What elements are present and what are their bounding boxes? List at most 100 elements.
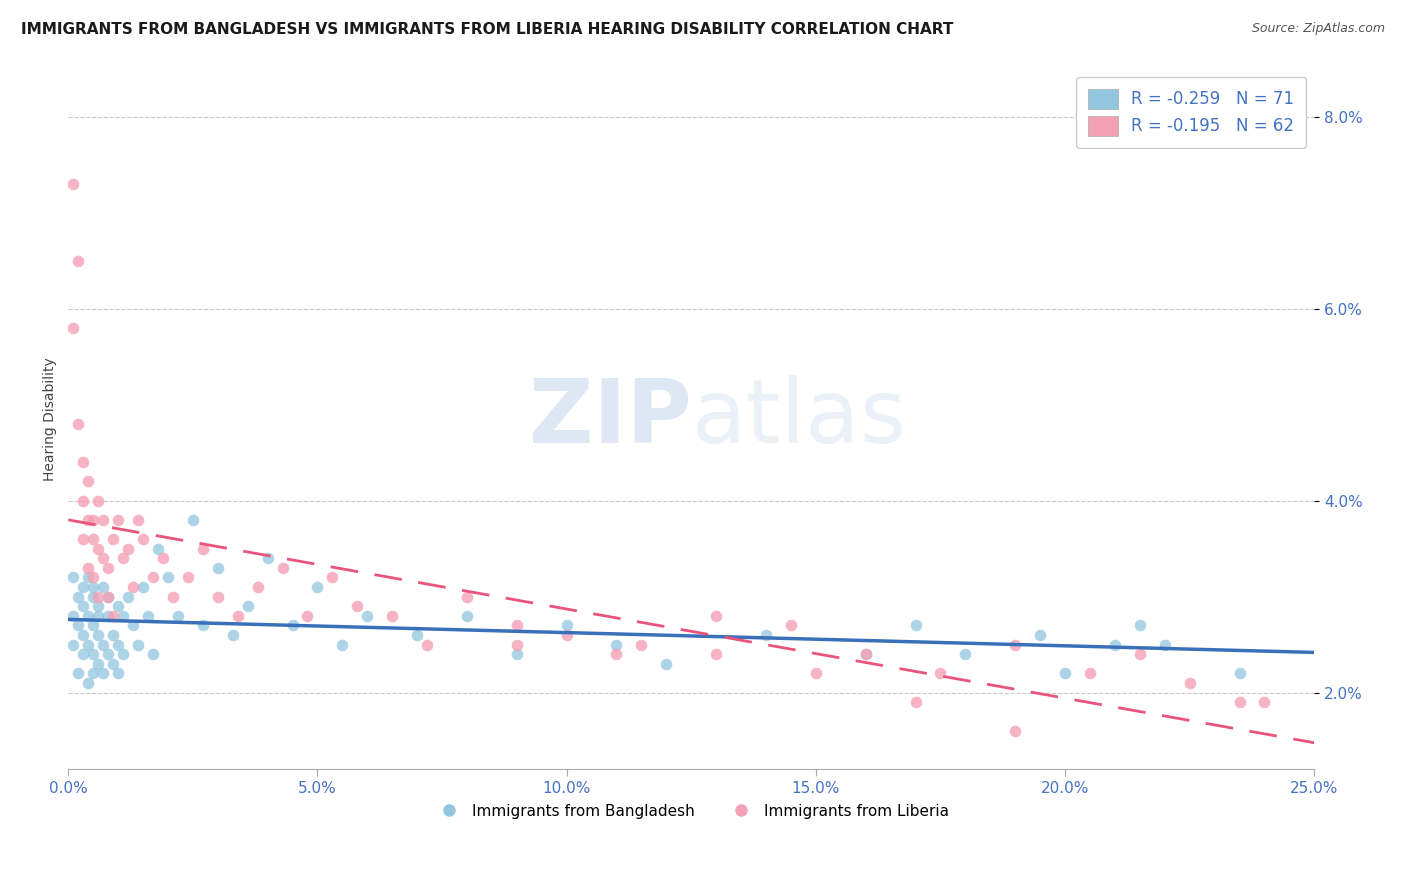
Point (122, 618, 145, 632)
Point (82, 570, 104, 584)
Point (704, 647, 727, 661)
Point (855, 647, 877, 661)
Point (67, 618, 90, 632)
Point (67, 666, 90, 681)
Point (82, 580, 104, 594)
Point (72, 455, 94, 469)
Point (91, 551, 114, 566)
Point (456, 590, 478, 604)
Point (82, 513, 104, 527)
Point (62, 177, 84, 191)
Point (167, 608, 190, 623)
Point (107, 638, 129, 652)
Point (97, 608, 120, 623)
Point (77, 676, 100, 690)
Point (655, 657, 678, 671)
Point (929, 666, 952, 681)
Point (117, 590, 139, 604)
Point (72, 493, 94, 508)
Point (1153, 638, 1175, 652)
Point (555, 618, 578, 632)
Point (77, 513, 100, 527)
Point (1229, 695, 1251, 709)
Point (1029, 628, 1052, 642)
Point (191, 618, 214, 632)
Point (246, 580, 269, 594)
Point (605, 647, 627, 661)
Point (1004, 723, 1026, 738)
Point (82, 532, 104, 546)
Point (1129, 647, 1152, 661)
Point (87, 493, 110, 508)
Point (82, 666, 104, 681)
Point (72, 599, 94, 613)
Point (506, 647, 529, 661)
Point (307, 580, 329, 594)
Point (132, 532, 155, 546)
Point (152, 551, 174, 566)
Point (82, 590, 104, 604)
Point (181, 513, 204, 527)
Point (72, 647, 94, 661)
Point (112, 551, 135, 566)
Point (77, 570, 100, 584)
Point (82, 647, 104, 661)
Point (1229, 666, 1251, 681)
Point (236, 599, 259, 613)
Point (207, 560, 229, 574)
Point (107, 666, 129, 681)
Point (101, 532, 124, 546)
Point (101, 628, 124, 642)
Point (755, 628, 778, 642)
Point (72, 628, 94, 642)
Point (346, 599, 368, 613)
Point (804, 666, 827, 681)
Point (72, 532, 94, 546)
Point (162, 590, 184, 604)
Point (97, 647, 120, 661)
Point (332, 638, 354, 652)
Point (506, 638, 529, 652)
Legend: Immigrants from Bangladesh, Immigrants from Liberia: Immigrants from Bangladesh, Immigrants f… (427, 797, 955, 825)
Point (281, 618, 304, 632)
Point (117, 541, 139, 556)
Point (87, 657, 110, 671)
Point (87, 608, 110, 623)
Point (107, 599, 129, 613)
Point (506, 618, 529, 632)
Point (67, 590, 90, 604)
Point (416, 638, 439, 652)
Point (77, 560, 100, 574)
Text: ZIP: ZIP (529, 376, 692, 462)
Point (1104, 638, 1126, 652)
Point (107, 513, 129, 527)
Point (91, 580, 114, 594)
Point (780, 618, 803, 632)
Point (630, 638, 652, 652)
Point (62, 570, 84, 584)
Point (381, 608, 404, 623)
Point (97, 560, 120, 574)
Point (1178, 676, 1201, 690)
Point (226, 608, 249, 623)
Point (82, 618, 104, 632)
Point (855, 647, 877, 661)
Point (1078, 666, 1101, 681)
Point (77, 638, 100, 652)
Text: IMMIGRANTS FROM BANGLADESH VS IMMIGRANTS FROM LIBERIA HEARING DISABILITY CORRELA: IMMIGRANTS FROM BANGLADESH VS IMMIGRANTS… (21, 22, 953, 37)
Point (97, 590, 120, 604)
Point (1004, 638, 1026, 652)
Point (904, 618, 927, 632)
Point (122, 580, 145, 594)
Text: Source: ZipAtlas.com: Source: ZipAtlas.com (1251, 22, 1385, 36)
Point (97, 590, 120, 604)
Point (904, 695, 927, 709)
Point (62, 608, 84, 623)
Point (297, 608, 319, 623)
Point (67, 417, 90, 431)
Point (156, 570, 179, 584)
Point (605, 638, 627, 652)
Point (132, 580, 155, 594)
Point (87, 599, 110, 613)
Point (271, 560, 294, 574)
